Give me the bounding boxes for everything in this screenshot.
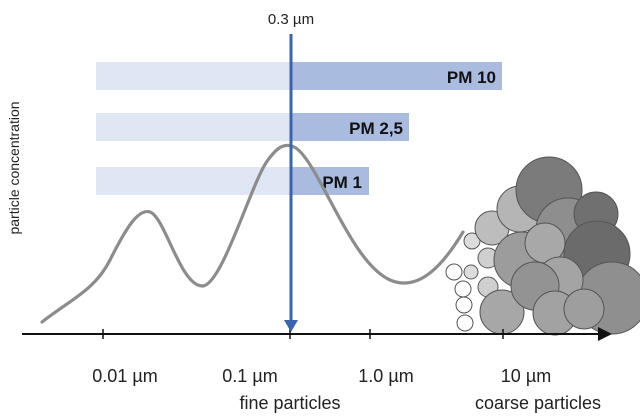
- concentration-curve: [40, 143, 465, 324]
- pm1-bar-coarse: [291, 167, 369, 195]
- x-axis: 0.01 µm 0.1 µm 1.0 µm 10 µm fine particl…: [22, 327, 612, 413]
- fine-particles-label: fine particles: [239, 393, 340, 413]
- tick-label-0.01: 0.01 µm: [92, 366, 157, 386]
- y-axis-label: particle concentration: [6, 101, 22, 234]
- pm25-bar: PM 2,5: [96, 113, 409, 141]
- pm-bars: PM 10 PM 2,5 PM 1: [96, 62, 502, 195]
- cutoff-marker: 0.3 µm: [268, 11, 314, 332]
- pm1-bar: PM 1: [96, 167, 369, 195]
- particle-cluster-icon: [445, 156, 640, 336]
- pm25-bar-fine: [96, 113, 291, 141]
- pm1-label: PM 1: [322, 173, 362, 192]
- tick-label-0.1: 0.1 µm: [222, 366, 277, 386]
- pm10-bar-coarse: [291, 62, 502, 90]
- cutoff-arrowhead: [284, 320, 298, 332]
- pm25-bar-coarse: [291, 113, 409, 141]
- pm10-label: PM 10: [447, 68, 496, 87]
- pm25-label: PM 2,5: [349, 119, 403, 138]
- cutoff-label: 0.3 µm: [268, 11, 314, 28]
- coarse-particles-label: coarse particles: [475, 393, 601, 413]
- tick-label-1.0: 1.0 µm: [358, 366, 413, 386]
- tick-label-10: 10 µm: [501, 366, 551, 386]
- pm10-bar: PM 10: [96, 62, 502, 90]
- x-axis-arrowhead: [598, 327, 612, 341]
- pm10-bar-fine: [96, 62, 291, 90]
